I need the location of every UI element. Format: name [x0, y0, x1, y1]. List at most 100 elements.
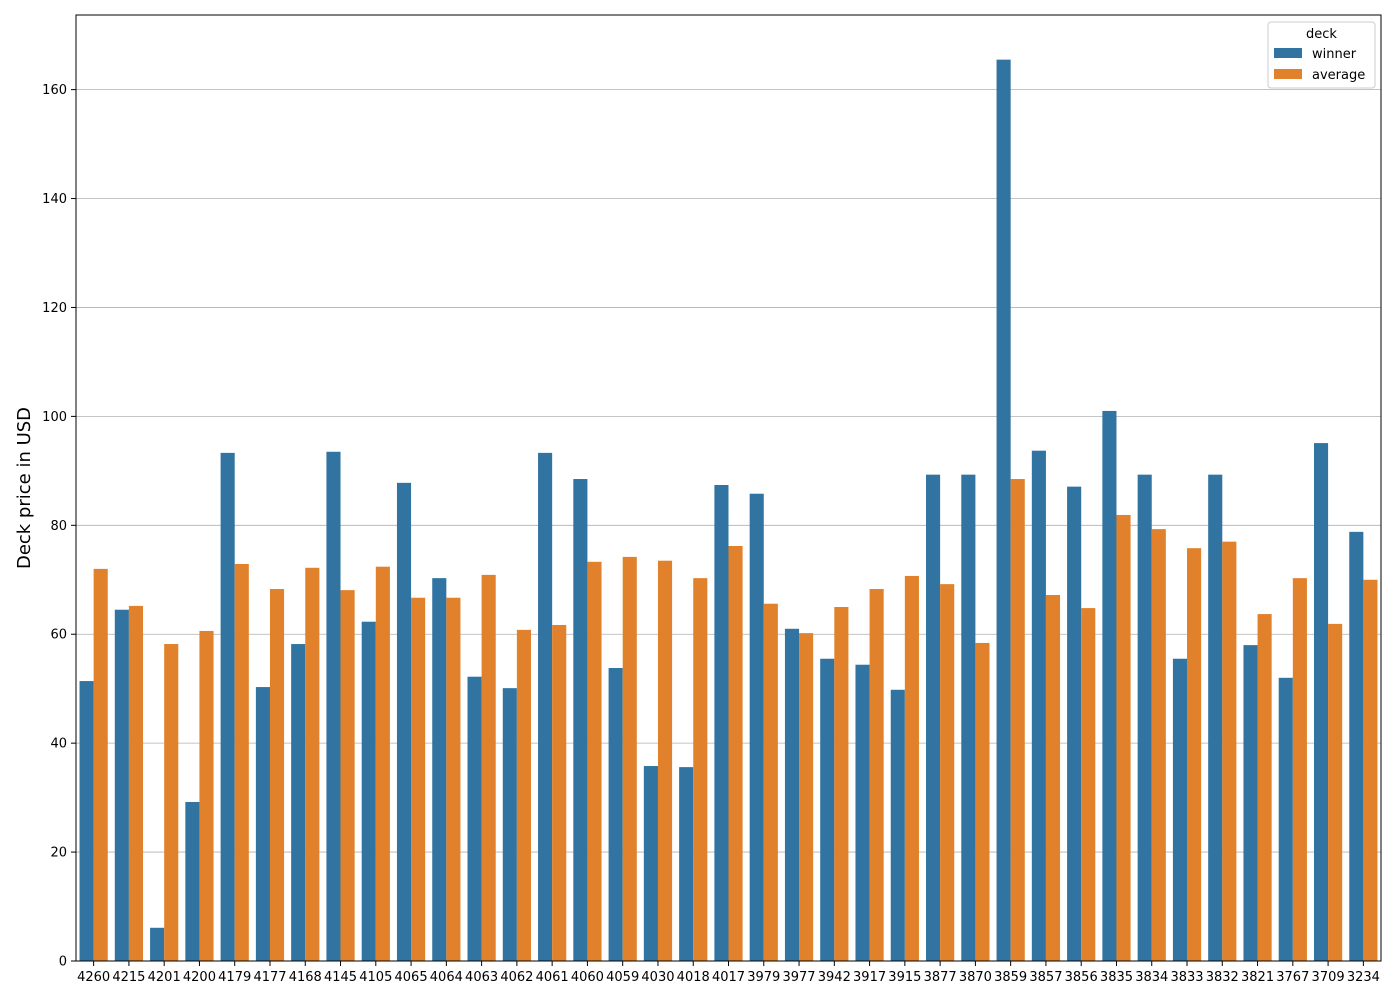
bar: [643, 766, 658, 961]
bar: [657, 560, 673, 961]
x-tick-label: 4061: [536, 970, 569, 985]
y-tick-label: 80: [50, 519, 67, 534]
x-tick-label: 3859: [994, 970, 1027, 985]
bar: [502, 688, 517, 961]
bar: [164, 644, 179, 961]
bar: [375, 566, 390, 961]
bar: [255, 687, 270, 961]
bar: [1349, 531, 1364, 961]
bar: [855, 664, 870, 961]
x-tick-label: 3977: [782, 970, 815, 985]
x-tick-label: 4260: [77, 970, 110, 985]
x-tick-label: 4064: [430, 970, 463, 985]
bar: [1172, 658, 1188, 961]
bar: [1292, 578, 1307, 961]
legend-label: winner: [1312, 47, 1357, 62]
bar: [820, 658, 835, 961]
x-tick-label: 3917: [853, 970, 886, 985]
bar: [432, 578, 447, 961]
x-tick-label: 3709: [1312, 970, 1345, 985]
bar: [693, 578, 708, 961]
y-tick-label: 0: [59, 955, 67, 970]
bar: [1102, 410, 1117, 962]
bar: [890, 689, 905, 961]
y-axis-label: Deck price in USD: [14, 407, 35, 569]
bar: [481, 574, 496, 961]
bar: [784, 628, 800, 961]
x-tick-label: 4105: [359, 970, 392, 985]
bar: [185, 801, 200, 961]
x-tick-label: 4215: [112, 970, 145, 985]
x-tick-label: 3979: [747, 970, 780, 985]
bar: [749, 493, 764, 961]
legend-title: deck: [1306, 27, 1337, 42]
x-tick-label: 4063: [465, 970, 498, 985]
bar: [1081, 608, 1096, 961]
bar: [1045, 595, 1061, 961]
x-tick-label: 3834: [1135, 970, 1168, 985]
bar: [305, 567, 320, 961]
x-tick-label: 4201: [148, 970, 181, 985]
bar: [361, 621, 376, 961]
x-tick-label: 4060: [571, 970, 604, 985]
bar: [1278, 677, 1293, 961]
bar: [234, 563, 249, 961]
bar: [93, 568, 108, 961]
x-tick-label: 3767: [1276, 970, 1309, 985]
bar: [763, 603, 778, 961]
bar: [538, 452, 553, 961]
bar: [904, 575, 919, 961]
bar: [573, 479, 588, 961]
bar: [587, 561, 602, 961]
x-tick-label: 3856: [1065, 970, 1098, 985]
legend-label: average: [1312, 68, 1365, 83]
bar: [1151, 529, 1166, 961]
x-tick-label: 3877: [924, 970, 957, 985]
x-tick-label: 3833: [1170, 970, 1203, 985]
bar: [1067, 486, 1082, 961]
x-tick-label: 3832: [1206, 970, 1239, 985]
x-tick-label: 4168: [289, 970, 322, 985]
x-tick-label: 3821: [1241, 970, 1274, 985]
bar: [608, 667, 623, 961]
bar: [1328, 623, 1343, 961]
x-tick-label: 4065: [395, 970, 428, 985]
x-tick-label: 3942: [818, 970, 851, 985]
y-tick-label: 160: [42, 83, 67, 98]
bar: [1137, 474, 1152, 961]
x-tick-label: 4030: [641, 970, 674, 985]
y-tick-label: 60: [50, 628, 67, 643]
x-tick-label: 3857: [1029, 970, 1062, 985]
bar: [940, 584, 955, 961]
bar: [446, 597, 461, 961]
bar: [714, 485, 729, 961]
bar: [1208, 474, 1223, 961]
x-tick-label: 4059: [606, 970, 639, 985]
bar: [199, 630, 214, 961]
bar: [679, 767, 694, 961]
x-tick-label: 3234: [1347, 970, 1380, 985]
plot-frame: [75, 14, 1382, 962]
bar: [269, 589, 285, 961]
x-tick-label: 4177: [253, 970, 286, 985]
bar: [291, 644, 306, 961]
y-tick-label: 40: [50, 737, 67, 752]
bar: [1222, 541, 1237, 961]
x-tick-label: 3870: [959, 970, 992, 985]
bar: [552, 624, 567, 961]
legend-swatch: [1274, 69, 1302, 79]
bar: [1257, 614, 1272, 961]
bar: [834, 606, 849, 961]
bar: [326, 451, 341, 961]
bar: [516, 629, 531, 961]
x-tick-label: 4145: [324, 970, 357, 985]
bar: [411, 597, 426, 961]
bar: [150, 927, 165, 961]
bar: [1031, 450, 1046, 961]
bar: [340, 590, 355, 961]
bar: [1243, 645, 1258, 961]
bar: [79, 681, 94, 961]
bar: [926, 474, 941, 961]
x-tick-label: 4179: [218, 970, 251, 985]
x-tick-label: 4200: [183, 970, 216, 985]
